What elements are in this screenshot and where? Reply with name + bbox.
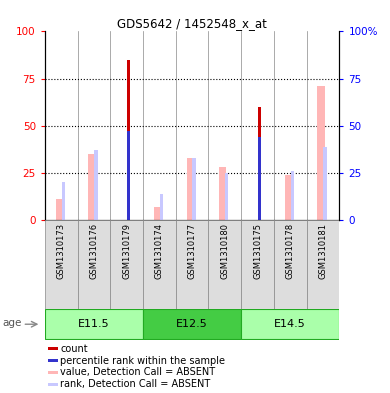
Bar [323, 147, 326, 220]
Bar [258, 107, 261, 220]
Bar [241, 309, 339, 339]
Bar [186, 158, 194, 220]
Bar [241, 220, 274, 309]
Text: GSM1310174: GSM1310174 [155, 223, 164, 279]
Text: age: age [2, 318, 21, 328]
Title: GDS5642 / 1452548_x_at: GDS5642 / 1452548_x_at [117, 17, 267, 30]
Bar [176, 220, 208, 309]
Text: GSM1310176: GSM1310176 [89, 223, 98, 279]
Bar [45, 220, 78, 309]
Bar [225, 173, 229, 220]
Bar [127, 131, 130, 220]
Text: GSM1310180: GSM1310180 [220, 223, 229, 279]
Text: GSM1310179: GSM1310179 [122, 223, 131, 279]
Bar [307, 220, 339, 309]
Bar [208, 220, 241, 309]
Text: value, Detection Call = ABSENT: value, Detection Call = ABSENT [60, 367, 215, 377]
Text: percentile rank within the sample: percentile rank within the sample [60, 356, 225, 365]
Bar [127, 60, 130, 220]
Text: count: count [60, 344, 88, 354]
Bar [143, 309, 241, 339]
Bar [285, 175, 292, 220]
Bar [110, 220, 143, 309]
Text: E12.5: E12.5 [176, 319, 208, 329]
Bar [48, 359, 58, 362]
Bar [78, 220, 110, 309]
Bar [89, 154, 96, 220]
Bar [274, 220, 307, 309]
Bar [48, 347, 58, 350]
Bar [160, 194, 163, 220]
Text: E14.5: E14.5 [274, 319, 306, 329]
Bar [317, 86, 324, 220]
Text: GSM1310173: GSM1310173 [57, 223, 66, 279]
Bar [143, 220, 176, 309]
Bar [48, 383, 58, 386]
Bar [94, 150, 98, 220]
Bar [258, 137, 261, 220]
Bar [45, 309, 143, 339]
Bar [62, 182, 65, 220]
Text: E11.5: E11.5 [78, 319, 110, 329]
Bar [56, 199, 63, 220]
Bar [291, 171, 294, 220]
Text: GSM1310177: GSM1310177 [188, 223, 197, 279]
Text: GSM1310178: GSM1310178 [286, 223, 295, 279]
Bar [192, 158, 196, 220]
Text: GSM1310175: GSM1310175 [253, 223, 262, 279]
Bar [154, 207, 161, 220]
Text: GSM1310181: GSM1310181 [319, 223, 328, 279]
Bar [219, 167, 227, 220]
Bar [48, 371, 58, 374]
Text: rank, Detection Call = ABSENT: rank, Detection Call = ABSENT [60, 379, 211, 389]
